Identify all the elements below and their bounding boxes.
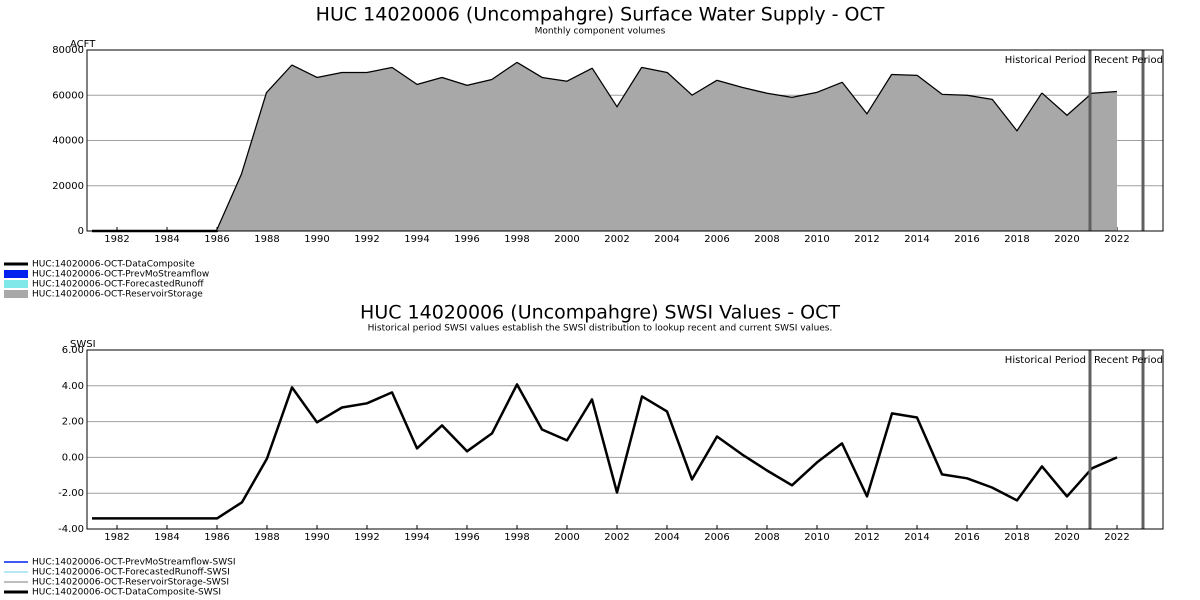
legend-label: HUC:14020006-OCT-ReservoirStorage-SWSI (32, 578, 229, 588)
legend-swatch (4, 290, 28, 298)
annotation: Recent Period (1094, 55, 1163, 66)
x-tick-label: 2016 (954, 234, 979, 245)
x-tick-label: 2008 (754, 532, 779, 543)
x-tick-label: 2022 (1104, 234, 1129, 245)
legend-swatch (4, 280, 28, 288)
x-tick-label: 1994 (404, 532, 429, 543)
x-tick-label: 2018 (1004, 234, 1029, 245)
x-tick-label: 2014 (904, 234, 929, 245)
chart-title: HUC 14020006 (Uncompahgre) SWSI Values -… (360, 302, 840, 324)
x-tick-label: 2012 (854, 532, 879, 543)
x-tick-label: 1992 (354, 532, 379, 543)
legend-label: HUC:14020006-OCT-ForecastedRunoff-SWSI (32, 568, 230, 578)
x-tick-label: 1986 (204, 234, 229, 245)
x-tick-label: 1996 (454, 234, 479, 245)
x-tick-label: 1994 (404, 234, 429, 245)
x-tick-label: 2010 (804, 234, 829, 245)
plot-frame (86, 349, 1164, 530)
legend-label: HUC:14020006-OCT-DataComposite (32, 260, 195, 270)
x-tick-label: 2022 (1104, 532, 1129, 543)
x-tick-label: 1992 (354, 234, 379, 245)
y-tick-label: -4.00 (58, 524, 84, 535)
annotation: Recent Period (1094, 355, 1163, 366)
x-tick-label: 2000 (554, 532, 579, 543)
plot-frame (86, 49, 1164, 232)
y-tick-label: 80000 (52, 45, 84, 56)
legend-label: HUC:14020006-OCT-PrevMoStreamflow (32, 270, 209, 280)
x-tick-label: 1998 (504, 532, 529, 543)
chart-subtitle: Monthly component volumes (535, 27, 666, 37)
legend-swatch (4, 270, 28, 278)
y-tick-label: 0 (78, 226, 84, 237)
x-tick-label: 2010 (804, 532, 829, 543)
x-tick-label: 2016 (954, 532, 979, 543)
x-tick-label: 2020 (1054, 532, 1079, 543)
x-tick-label: 2018 (1004, 532, 1029, 543)
x-tick-label: 2000 (554, 234, 579, 245)
x-tick-label: 2012 (854, 234, 879, 245)
legend-label: HUC:14020006-OCT-ReservoirStorage (32, 290, 203, 300)
x-tick-label: 2008 (754, 234, 779, 245)
x-tick-label: 2006 (704, 234, 729, 245)
x-tick-label: 2014 (904, 532, 929, 543)
x-tick-label: 1998 (504, 234, 529, 245)
area (92, 63, 1117, 231)
x-tick-label: 2002 (604, 234, 629, 245)
y-tick-label: 20000 (52, 181, 84, 192)
chart-subtitle: Historical period SWSI values establish … (368, 324, 833, 334)
x-tick-label: 1986 (204, 532, 229, 543)
x-tick-label: 2004 (654, 234, 679, 245)
x-tick-label: 2020 (1054, 234, 1079, 245)
line (92, 383, 1118, 520)
y-axis-label: SWSI (70, 339, 96, 350)
x-tick-label: 1988 (254, 532, 279, 543)
y-axis-label: ACFT (70, 39, 96, 50)
annotation: Historical Period (1005, 55, 1086, 66)
y-tick-label: 60000 (52, 90, 84, 101)
legend-label: HUC:14020006-OCT-PrevMoStreamflow-SWSI (32, 558, 236, 568)
y-tick-label: 2.00 (62, 417, 84, 428)
y-tick-label: 4.00 (62, 381, 84, 392)
x-tick-label: 1988 (254, 234, 279, 245)
chart-title: HUC 14020006 (Uncompahgre) Surface Water… (316, 4, 885, 26)
x-tick-label: 1984 (154, 234, 179, 245)
x-tick-label: 2006 (704, 532, 729, 543)
x-tick-label: 1990 (304, 234, 329, 245)
legend-label: HUC:14020006-OCT-DataComposite-SWSI (32, 588, 221, 598)
y-tick-label: 0.00 (62, 452, 84, 463)
x-tick-label: 1982 (104, 532, 129, 543)
legend-label: HUC:14020006-OCT-ForecastedRunoff (32, 280, 204, 290)
x-tick-label: 1984 (154, 532, 179, 543)
x-tick-label: 2002 (604, 532, 629, 543)
x-tick-label: 1996 (454, 532, 479, 543)
y-tick-label: 40000 (52, 136, 84, 147)
y-tick-label: -2.00 (58, 488, 84, 499)
annotation: Historical Period (1005, 355, 1086, 366)
x-tick-label: 1982 (104, 234, 129, 245)
x-tick-label: 2004 (654, 532, 679, 543)
x-tick-label: 1990 (304, 532, 329, 543)
y-tick-label: 6.00 (62, 345, 84, 356)
